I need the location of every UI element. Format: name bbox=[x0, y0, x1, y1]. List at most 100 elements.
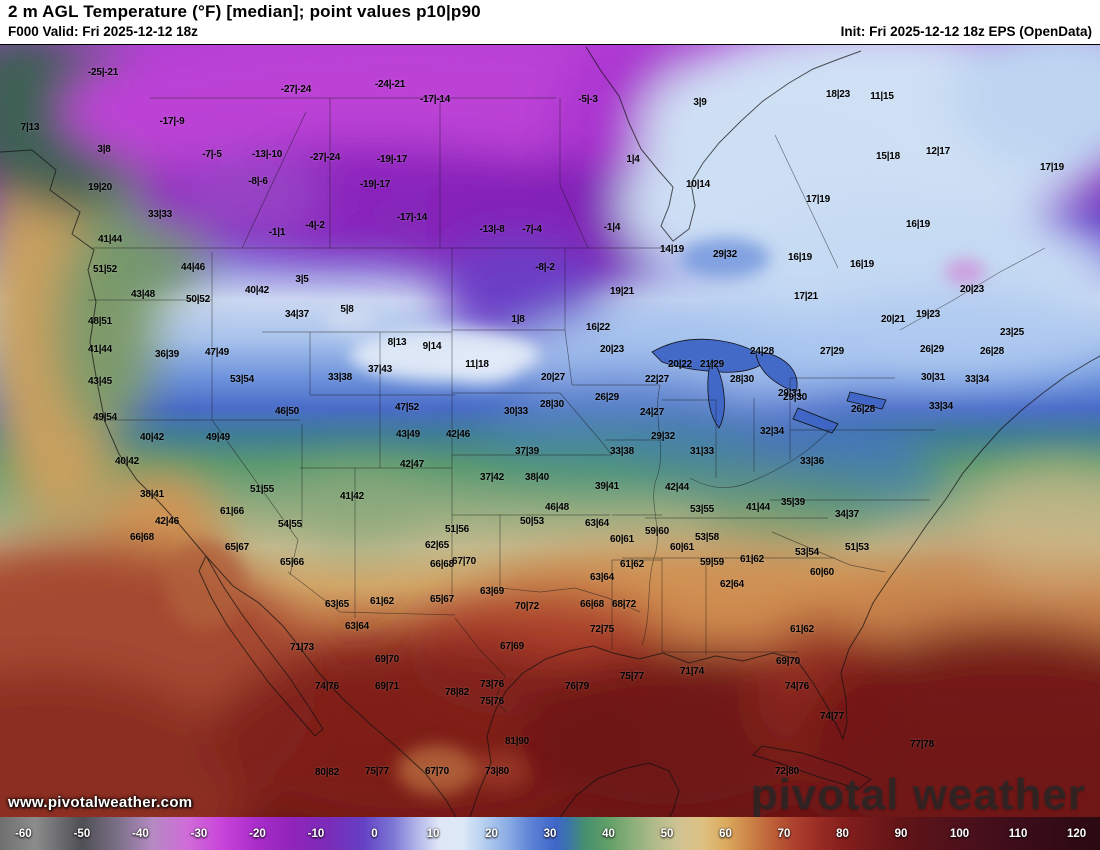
point-value: -19|-17 bbox=[359, 179, 391, 190]
point-value: 78|82 bbox=[444, 687, 470, 698]
point-value: 44|46 bbox=[180, 262, 206, 273]
point-value: 69|70 bbox=[775, 656, 801, 667]
colorbar-tick-label: 110 bbox=[1008, 827, 1028, 840]
point-value: 16|22 bbox=[585, 322, 611, 333]
colorbar-tick-label: -60 bbox=[15, 827, 32, 840]
point-value: 33|34 bbox=[928, 401, 954, 412]
point-value: 71|73 bbox=[289, 642, 315, 653]
point-value: 81|90 bbox=[504, 736, 530, 747]
point-value: 40|42 bbox=[139, 432, 165, 443]
temperature-map: www.pivotalweather.com pivotal weather -… bbox=[0, 45, 1100, 817]
point-value: 66|68 bbox=[429, 559, 455, 570]
point-value: -8|-6 bbox=[248, 176, 268, 187]
point-value: 46|50 bbox=[274, 406, 300, 417]
point-value: 75|77 bbox=[364, 766, 390, 777]
point-value: 19|21 bbox=[609, 286, 635, 297]
point-value: 1|4 bbox=[626, 154, 640, 165]
point-value: 17|21 bbox=[793, 291, 819, 302]
point-value: 19|20 bbox=[87, 182, 113, 193]
point-value: 24|27 bbox=[639, 407, 665, 418]
point-value: 49|49 bbox=[205, 432, 231, 443]
colorbar-tick-label: 70 bbox=[777, 827, 791, 840]
point-value: 21|29 bbox=[699, 359, 725, 370]
point-value: 9|14 bbox=[422, 341, 442, 352]
point-value: 29|31 bbox=[777, 388, 803, 399]
point-value: 16|19 bbox=[787, 252, 813, 263]
point-value: 41|44 bbox=[745, 502, 771, 513]
point-value: 67|70 bbox=[451, 556, 477, 567]
point-value: 31|33 bbox=[689, 446, 715, 457]
point-value: 63|69 bbox=[479, 586, 505, 597]
point-value: 7|13 bbox=[20, 122, 40, 133]
point-value: 42|46 bbox=[445, 429, 471, 440]
point-value: 20|21 bbox=[880, 314, 906, 325]
point-value: 53|55 bbox=[689, 504, 715, 515]
point-value: 72|80 bbox=[774, 766, 800, 777]
point-value: 33|33 bbox=[147, 209, 173, 220]
point-value: 51|55 bbox=[249, 484, 275, 495]
point-value: 53|54 bbox=[794, 547, 820, 558]
point-value: 67|69 bbox=[499, 641, 525, 652]
valid-time-label: F000 Valid: Fri 2025-12-12 18z bbox=[8, 24, 198, 40]
point-value: 32|34 bbox=[759, 426, 785, 437]
point-value: -5|-3 bbox=[578, 94, 598, 105]
point-value: 26|28 bbox=[850, 404, 876, 415]
point-value: 1|8 bbox=[511, 314, 525, 325]
point-value: 47|52 bbox=[394, 402, 420, 413]
point-value: -24|-21 bbox=[374, 79, 406, 90]
point-value: -25|-21 bbox=[87, 67, 119, 78]
point-value: 60|61 bbox=[609, 534, 635, 545]
point-value: 51|52 bbox=[92, 264, 118, 275]
point-value: 27|29 bbox=[819, 346, 845, 357]
colorbar-tick-label: 50 bbox=[660, 827, 674, 840]
point-value: 20|23 bbox=[599, 344, 625, 355]
point-value: 50|53 bbox=[519, 516, 545, 527]
point-value: -17|-14 bbox=[419, 94, 451, 105]
point-value: 46|48 bbox=[544, 502, 570, 513]
point-value: 33|38 bbox=[327, 372, 353, 383]
colorbar-tick-label: -30 bbox=[190, 827, 208, 840]
point-value: 43|49 bbox=[395, 429, 421, 440]
colorbar-tick-label: 60 bbox=[719, 827, 732, 840]
point-value: -7|-5 bbox=[202, 149, 222, 160]
point-value: -27|-24 bbox=[280, 84, 312, 95]
point-value: 29|30 bbox=[782, 392, 808, 403]
point-value: 11|15 bbox=[870, 91, 894, 102]
points-layer: -25|-21 -27|-24 -24|-21 -17|-14 -5|-3 3|9 18|2… bbox=[0, 45, 1100, 817]
point-value: 12|17 bbox=[925, 146, 951, 157]
point-value: 38|40 bbox=[524, 472, 550, 483]
point-value: 63|65 bbox=[324, 599, 350, 610]
point-value: 41|44 bbox=[97, 234, 123, 245]
point-value: 42|46 bbox=[154, 516, 180, 527]
point-value: 26|29 bbox=[919, 344, 945, 355]
point-value: 70|72 bbox=[514, 601, 540, 612]
point-value: 8|13 bbox=[387, 337, 407, 348]
point-value: 49|54 bbox=[92, 412, 118, 423]
point-value: 33|36 bbox=[799, 456, 825, 467]
point-value: -13|-10 bbox=[251, 149, 283, 160]
point-value: 17|19 bbox=[805, 194, 831, 205]
point-value: 43|48 bbox=[130, 289, 156, 300]
point-value: 41|44 bbox=[87, 344, 113, 355]
point-value: 48|51 bbox=[87, 316, 113, 327]
point-value: -17|-9 bbox=[159, 116, 185, 127]
point-value: 40|42 bbox=[114, 456, 140, 467]
point-value: 63|64 bbox=[584, 518, 610, 529]
point-value: 66|68 bbox=[129, 532, 155, 543]
point-value: 18|23 bbox=[825, 89, 851, 100]
point-value: 29|32 bbox=[650, 431, 676, 442]
point-value: 5|8 bbox=[340, 304, 354, 315]
point-value: 69|71 bbox=[374, 681, 400, 692]
point-value: 54|55 bbox=[277, 519, 303, 530]
colorbar-tick-label: 0 bbox=[371, 827, 378, 840]
point-value: 41|42 bbox=[339, 491, 365, 502]
point-value: 73|76 bbox=[479, 679, 505, 690]
point-value: 20|22 bbox=[667, 359, 693, 370]
point-value: 16|19 bbox=[905, 219, 931, 230]
point-value: 65|67 bbox=[224, 542, 250, 553]
point-value: 80|82 bbox=[314, 767, 340, 778]
point-value: 59|60 bbox=[644, 526, 670, 537]
colorbar-tick-label: 90 bbox=[894, 827, 908, 840]
point-value: -1|1 bbox=[268, 227, 286, 238]
point-value: 60|61 bbox=[669, 542, 695, 553]
